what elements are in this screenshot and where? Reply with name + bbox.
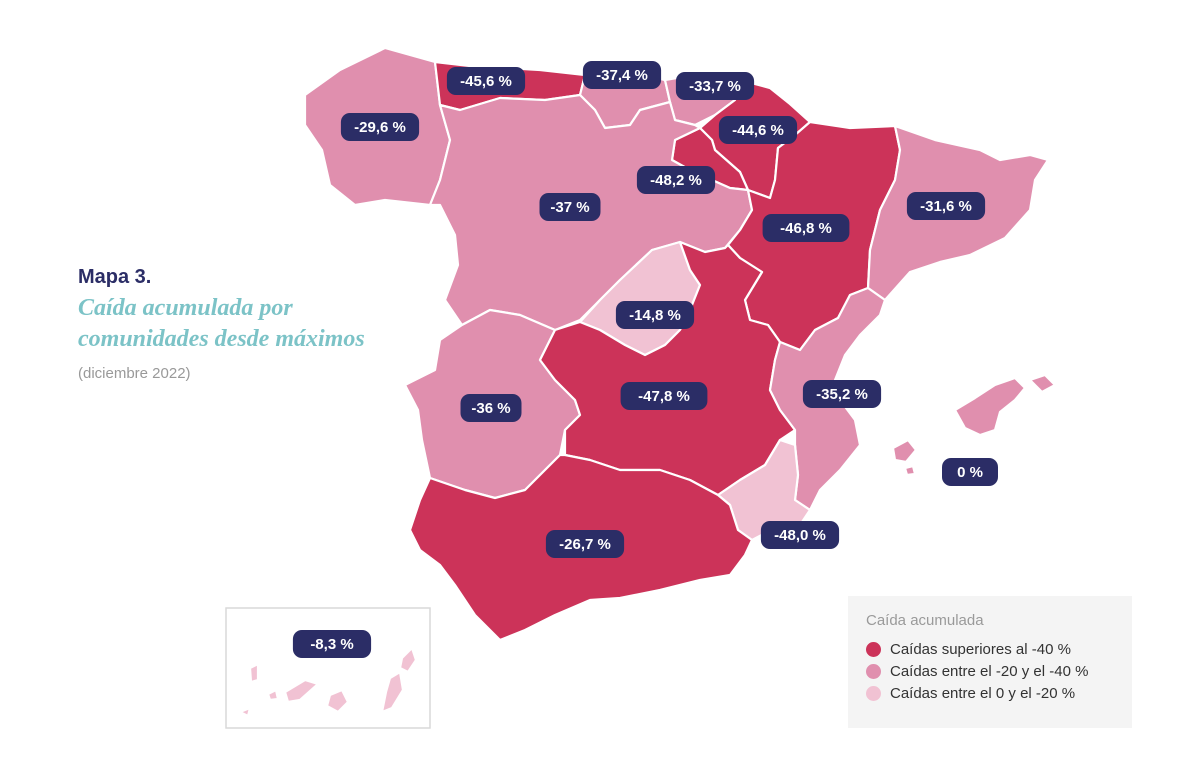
region-canarias-hierro [238, 706, 252, 718]
legend-dot-low [866, 686, 881, 701]
legend-label-mid: Caídas entre el -20 y el -40 % [890, 663, 1089, 680]
value-badge: -8,3 % [292, 630, 372, 658]
legend-item-mid: Caídas entre el -20 y el -40 % [866, 663, 1114, 680]
value-badge-label: -8,3 % [310, 636, 353, 653]
value-badge-label: 0 % [957, 464, 983, 481]
value-badge-bg [446, 67, 526, 95]
legend-item-low: Caídas entre el 0 y el -20 % [866, 685, 1114, 702]
canarias-inset-frame [225, 607, 431, 729]
value-badge: -36 % [460, 394, 522, 422]
value-badge: -46,8 % [762, 214, 850, 242]
region-baleares [953, 376, 1027, 437]
value-badges: -29,6 % -45,6 % -37,4 % -33,7 % -44,6 % -48,2… [292, 61, 998, 658]
value-badge-bg [718, 116, 798, 144]
value-badge-label: -37 % [550, 199, 589, 216]
value-badge-bg [802, 380, 882, 408]
region-canarias-gran-canaria [325, 688, 350, 714]
region-canarias-la-palma [248, 662, 260, 684]
value-badge-label: -35,2 % [816, 386, 868, 403]
value-badge-bg [942, 458, 998, 486]
value-badge-bg [675, 72, 755, 100]
value-badge-label: -14,8 % [629, 307, 681, 324]
value-badge-label: -33,7 % [689, 78, 741, 95]
value-badge: -37 % [539, 193, 601, 221]
value-badge-label: -48,0 % [774, 527, 826, 544]
value-badge: -33,7 % [675, 72, 755, 100]
value-badge-bg [760, 521, 840, 549]
value-badge-bg [292, 630, 372, 658]
legend-dot-mid [866, 664, 881, 679]
value-badge-bg [615, 301, 695, 329]
region-canarias-lanzarote [398, 646, 418, 674]
region-canarias-gomera [266, 688, 280, 702]
value-badge-label: -31,6 % [920, 198, 972, 215]
value-badge-bg [545, 530, 625, 558]
value-badge: -14,8 % [615, 301, 695, 329]
map-number: Mapa 3. [78, 266, 152, 288]
value-badge-bg [340, 113, 420, 141]
legend-item-high: Caídas superiores al -40 % [866, 641, 1114, 658]
legend: Caída acumulada Caídas superiores al -40… [848, 596, 1132, 728]
value-badge-label: -29,6 % [354, 119, 406, 136]
value-badge-label: -36 % [471, 400, 510, 417]
value-badge: -48,0 % [760, 521, 840, 549]
value-badge: -45,6 % [446, 67, 526, 95]
region-baleares-formentera [903, 464, 917, 477]
value-badge: -47,8 % [620, 382, 708, 410]
region-baleares-menorca [1028, 373, 1057, 394]
value-badge: -35,2 % [802, 380, 882, 408]
region-canarias-fuerteventura [380, 670, 405, 714]
region-baleares-ibiza [891, 438, 918, 464]
value-badge-label: -37,4 % [596, 67, 648, 84]
value-badge-bg [582, 61, 662, 89]
value-badge-label: -46,8 % [780, 220, 832, 237]
region-canarias-tenerife [283, 678, 320, 704]
value-badge: -37,4 % [582, 61, 662, 89]
value-badge-label: -48,2 % [650, 172, 702, 189]
value-badge: -26,7 % [545, 530, 625, 558]
value-badge-bg [460, 394, 522, 422]
value-badge-bg [620, 382, 708, 410]
value-badge: -44,6 % [718, 116, 798, 144]
value-badge-bg [539, 193, 601, 221]
map-subtitle: (diciembre 2022) [78, 365, 191, 382]
value-badge-label: -47,8 % [638, 388, 690, 405]
legend-dot-high [866, 642, 881, 657]
value-badge-label: -44,6 % [732, 122, 784, 139]
legend-label-high: Caídas superiores al -40 % [890, 641, 1071, 658]
value-badge: -29,6 % [340, 113, 420, 141]
value-badge-label: -45,6 % [460, 73, 512, 90]
value-badge: 0 % [942, 458, 998, 486]
value-badge: -31,6 % [906, 192, 986, 220]
value-badge-label: -26,7 % [559, 536, 611, 553]
value-badge: -48,2 % [636, 166, 716, 194]
value-badge-bg [762, 214, 850, 242]
value-badge-bg [906, 192, 986, 220]
value-badge-bg [636, 166, 716, 194]
title-block: Mapa 3. Caída acumulada por comunidades … [78, 266, 378, 382]
legend-title: Caída acumulada [866, 612, 984, 629]
map-title: Caída acumulada por comunidades desde má… [78, 295, 365, 352]
legend-label-low: Caídas entre el 0 y el -20 % [890, 685, 1076, 702]
